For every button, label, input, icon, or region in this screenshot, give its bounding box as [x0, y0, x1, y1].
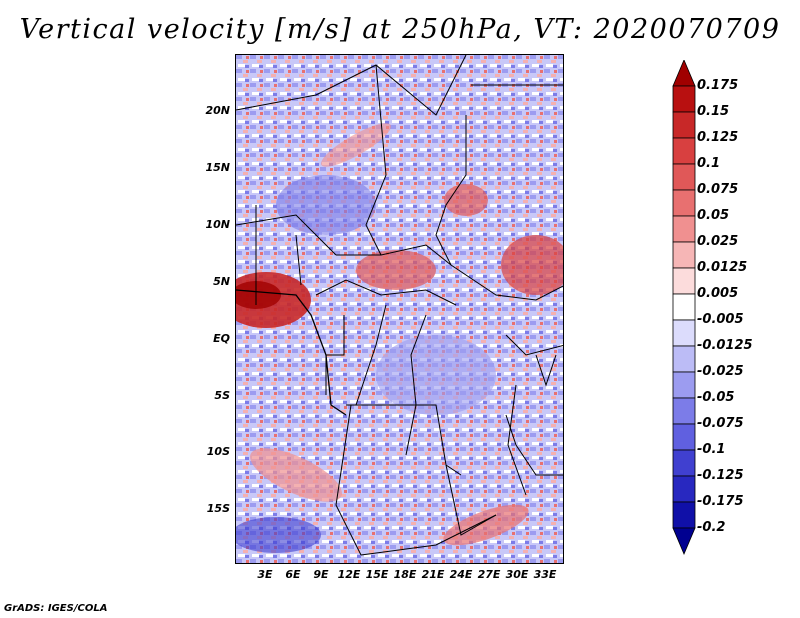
colorbar-segment — [672, 137, 696, 165]
updraft-band-south — [250, 448, 342, 502]
colorbar-segment — [672, 60, 696, 87]
colorbar-segment — [672, 345, 696, 373]
colorbar-segment — [672, 449, 696, 477]
lat-label-20n: 20N — [205, 104, 230, 117]
lat-label-15s: 15S — [206, 502, 230, 515]
colorbar-label: 0.15 — [697, 104, 730, 119]
updraft-region-sudan — [444, 184, 488, 216]
colorbar-label: -0.125 — [697, 468, 744, 483]
colorbar-label: 0.005 — [697, 286, 739, 301]
colorbar-label: 0.125 — [697, 130, 739, 145]
updraft-region-east — [501, 235, 563, 295]
colorbar-label: -0.075 — [697, 416, 744, 431]
lon-label-12e: 12E — [337, 568, 361, 581]
colorbar-segment — [672, 215, 696, 243]
lon-label-6e: 6E — [285, 568, 301, 581]
downdraft-region-congo — [376, 335, 496, 415]
lon-label-15e: 15E — [365, 568, 389, 581]
updraft-band-southeast — [443, 504, 529, 546]
colorbar-segment — [672, 111, 696, 139]
colorbar-segment — [672, 371, 696, 399]
lon-label-9e: 9E — [313, 568, 329, 581]
lon-label-18e: 18E — [393, 568, 417, 581]
colorbar-segment — [672, 397, 696, 425]
lon-label-30e: 30E — [505, 568, 529, 581]
colorbar-label: 0.0125 — [697, 260, 748, 275]
colorbar-segment — [672, 527, 696, 556]
colorbar-label: 0.1 — [697, 156, 721, 171]
colorbar-segment — [672, 189, 696, 217]
country-borders — [236, 55, 563, 556]
updraft-core — [236, 281, 281, 309]
colorbar-label: -0.2 — [697, 520, 726, 535]
lat-label-10n: 10N — [205, 218, 230, 231]
map-panel — [235, 54, 564, 564]
colorbar-segment — [672, 501, 696, 529]
chart-title: Vertical velocity [m/s] at 250hPa, VT: 2… — [19, 14, 781, 45]
lat-label-15n: 15N — [205, 161, 230, 174]
colorbar-label: -0.175 — [697, 494, 744, 509]
colorbar-label: -0.025 — [697, 364, 744, 379]
colorbar-segment — [672, 85, 696, 113]
colorbar-label: 0.075 — [697, 182, 739, 197]
colorbar-segment — [672, 163, 696, 191]
lon-label-21e: 21E — [421, 568, 445, 581]
lon-label-3e: 3E — [257, 568, 273, 581]
lon-label-33e: 33E — [533, 568, 557, 581]
colorbar-segment — [672, 293, 696, 321]
colorbar — [672, 60, 696, 556]
downdraft-region-north — [276, 175, 376, 235]
colorbar-segment — [672, 475, 696, 503]
coastline — [236, 289, 347, 416]
lon-label-24e: 24E — [449, 568, 473, 581]
colorbar-label: -0.0125 — [697, 338, 753, 353]
colorbar-segment — [672, 241, 696, 269]
updraft-band-north — [321, 123, 391, 167]
colorbar-label: -0.1 — [697, 442, 726, 457]
colorbar-label: 0.05 — [697, 208, 730, 223]
lat-label-10s: 10S — [206, 445, 230, 458]
colorbar-label: -0.005 — [697, 312, 744, 327]
downdraft-region-southwest — [236, 517, 321, 553]
colorbar-label: -0.05 — [697, 390, 735, 405]
lat-label-eq: EQ — [213, 332, 230, 345]
updraft-region-central — [356, 250, 436, 290]
colorbar-label: 0.175 — [697, 78, 739, 93]
lat-label-5s: 5S — [214, 389, 230, 402]
lon-label-27e: 27E — [477, 568, 501, 581]
velocity-field — [236, 55, 563, 563]
lat-label-5n: 5N — [213, 275, 230, 288]
colorbar-label: 0.025 — [697, 234, 739, 249]
colorbar-segment — [672, 267, 696, 295]
footer-credit: GrADS: IGES/COLA — [4, 603, 108, 614]
colorbar-segment — [672, 319, 696, 347]
colorbar-segment — [672, 423, 696, 451]
